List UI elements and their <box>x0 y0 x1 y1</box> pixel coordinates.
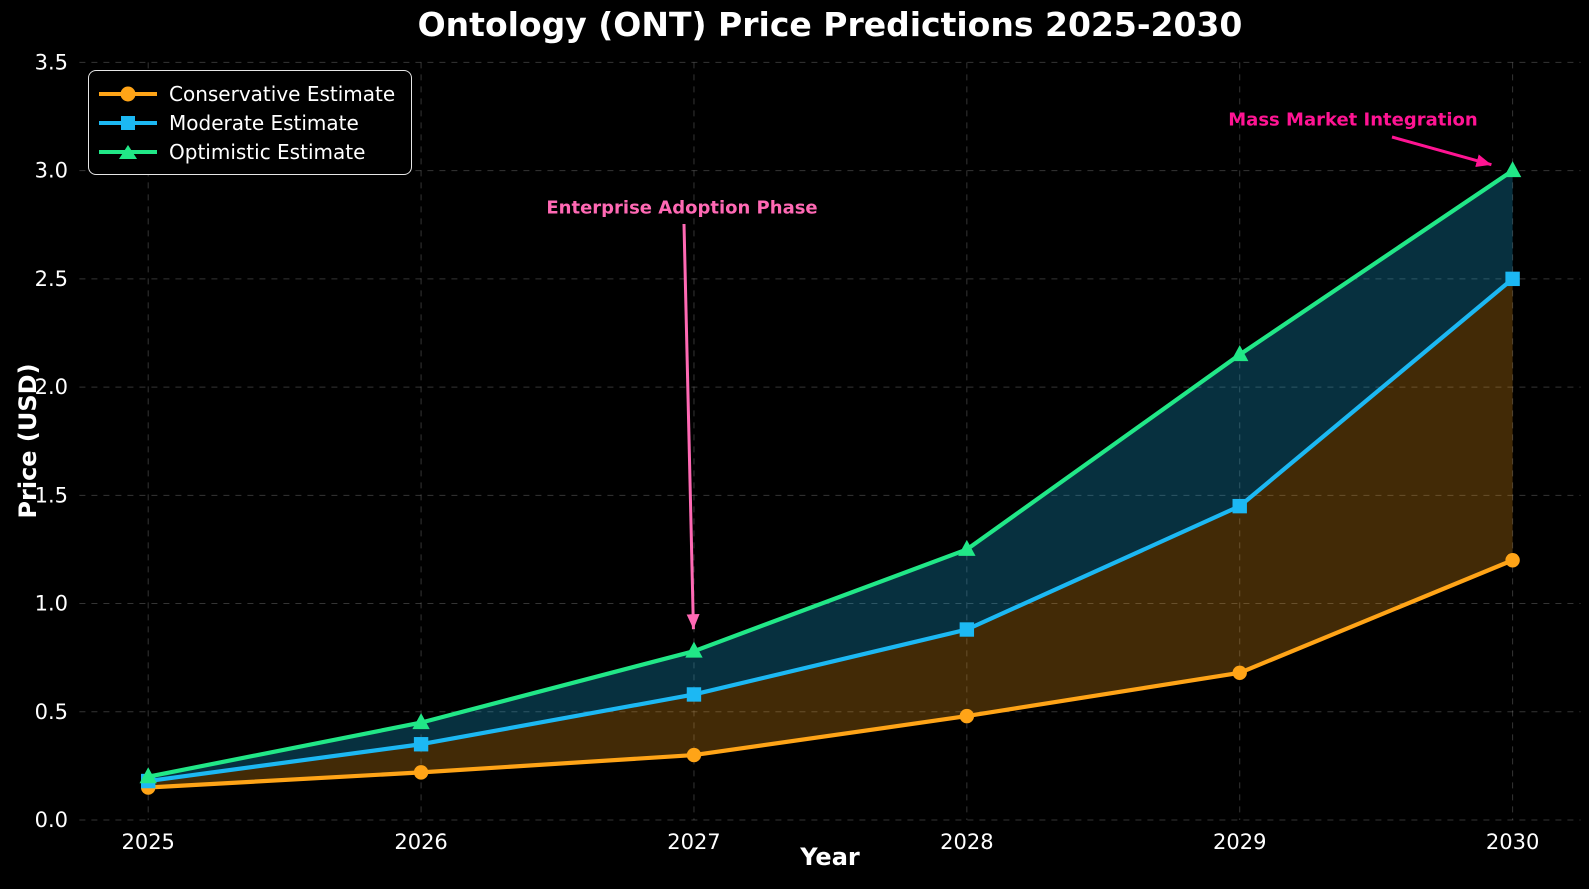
x-tick-label: 2029 <box>1213 830 1266 854</box>
legend-swatch-moderate <box>99 114 157 132</box>
chart-title: Ontology (ONT) Price Predictions 2025-20… <box>417 5 1243 44</box>
data-point-circle <box>413 765 429 780</box>
data-point-square <box>413 737 429 752</box>
data-point-square <box>1232 498 1247 514</box>
legend-swatch-optimistic <box>99 143 157 161</box>
legend-label: Optimistic Estimate <box>169 139 366 164</box>
data-point-circle <box>1232 665 1247 681</box>
legend-label: Conservative Estimate <box>169 81 396 106</box>
legend-label: Moderate Estimate <box>169 110 359 135</box>
data-point-square <box>1505 271 1520 287</box>
annotation-mass-market: Mass Market Integration <box>1228 109 1478 131</box>
y-axis-label: Price (USD) <box>14 363 42 519</box>
y-tick-label: 2.0 <box>35 375 68 399</box>
legend: Conservative Estimate Moderate Estimate … <box>88 70 413 175</box>
annotation-arrow <box>682 223 700 630</box>
data-point-triangle <box>1503 161 1522 178</box>
annotation-enterprise-adoption: Enterprise Adoption Phase <box>546 197 818 219</box>
fill-band <box>148 278 1513 788</box>
data-point-circle <box>1505 553 1520 568</box>
x-tick-label: 2025 <box>121 830 174 854</box>
y-tick-label: 1.5 <box>35 483 68 507</box>
y-tick-label: 0.5 <box>35 700 68 724</box>
legend-item-moderate: Moderate Estimate <box>99 108 395 137</box>
x-tick-label: 2027 <box>667 830 720 854</box>
circle-marker-icon <box>120 86 136 101</box>
data-point-triangle <box>685 641 703 658</box>
y-tick-label: 1.0 <box>35 592 68 616</box>
triangle-marker-icon <box>119 144 137 159</box>
data-point-triangle <box>958 539 976 556</box>
data-point-square <box>959 622 975 637</box>
y-tick-label: 0.0 <box>35 808 68 832</box>
legend-item-conservative: Conservative Estimate <box>99 79 395 108</box>
data-point-circle <box>959 708 975 724</box>
x-axis-label: Year <box>800 843 860 871</box>
y-tick-label: 3.0 <box>35 159 68 183</box>
y-tick-label: 3.5 <box>35 50 68 74</box>
x-tick-label: 2030 <box>1486 830 1539 854</box>
series-line-optimistic <box>146 168 1515 779</box>
x-tick-label: 2028 <box>940 830 993 854</box>
y-tick-label: 2.5 <box>35 267 68 291</box>
series-line-moderate <box>146 276 1515 784</box>
legend-item-optimistic: Optimistic Estimate <box>99 137 395 166</box>
x-tick-label: 2026 <box>394 830 447 854</box>
fill-band <box>148 170 1513 782</box>
legend-swatch-conservative <box>99 85 157 103</box>
data-point-circle <box>686 747 702 763</box>
series-line-conservative <box>146 558 1515 790</box>
data-point-triangle <box>139 767 157 784</box>
data-point-triangle <box>1231 345 1249 362</box>
annotation-arrow <box>1391 135 1492 167</box>
data-point-triangle <box>412 713 430 730</box>
data-point-square <box>686 687 702 702</box>
square-marker-icon <box>121 115 135 130</box>
